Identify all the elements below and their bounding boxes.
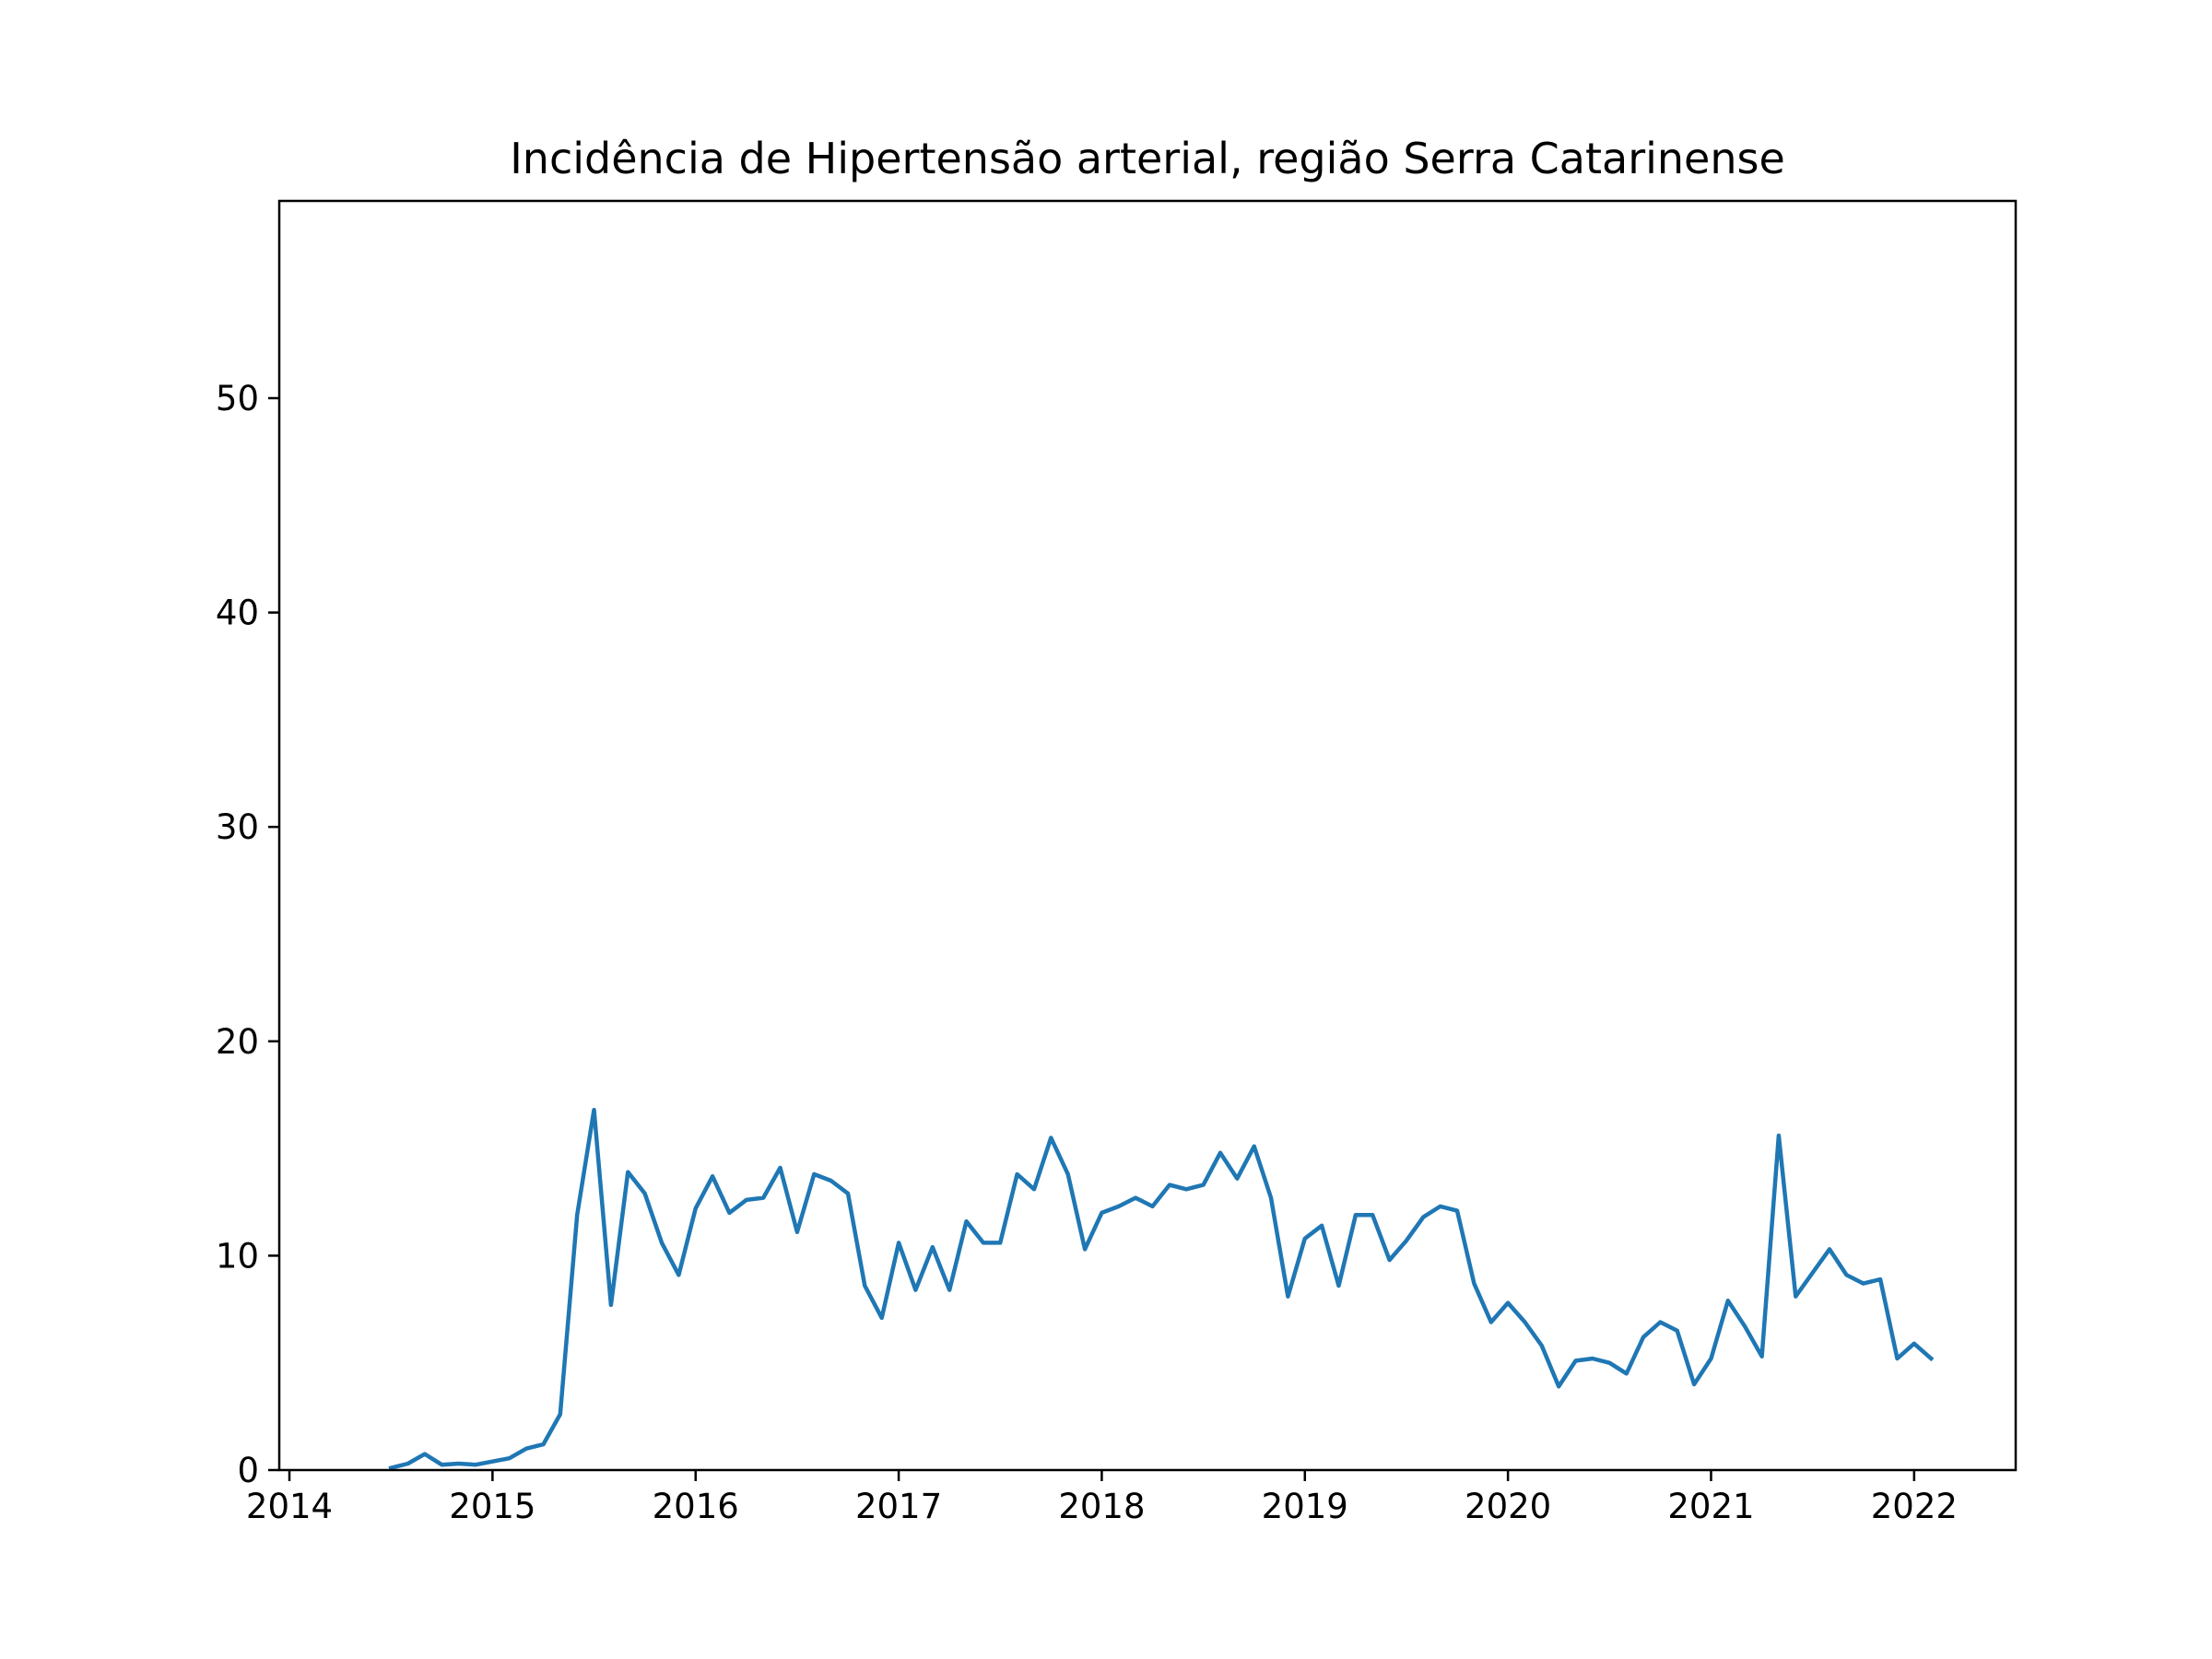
series-line — [388, 1107, 1935, 1471]
y-tick-label: 10 — [216, 1236, 259, 1276]
y-tick-label: 30 — [216, 807, 259, 847]
y-tick-label: 20 — [216, 1022, 259, 1062]
y-tick-label: 50 — [216, 379, 259, 418]
x-tick-label: 2020 — [1465, 1487, 1551, 1526]
plot-series — [388, 1107, 1935, 1471]
x-axis: 2014 2015 2016 2017 2018 2019 2020 2021 2022 — [246, 1470, 1958, 1526]
x-tick-label: 2015 — [449, 1487, 535, 1526]
x-tick-label: 2017 — [855, 1487, 942, 1526]
chart-title: Incidência de Hipertensão arterial, regi… — [510, 134, 1785, 183]
x-tick-label: 2016 — [653, 1487, 739, 1526]
plot-frame — [277, 199, 2018, 1472]
x-tick-label: 2014 — [246, 1487, 333, 1526]
x-tick-label: 2019 — [1262, 1487, 1348, 1526]
x-tick-label: 2022 — [1871, 1487, 1958, 1526]
x-tick-label: 2021 — [1667, 1487, 1754, 1526]
y-tick-label: 40 — [216, 594, 259, 633]
x-tick-label: 2018 — [1058, 1487, 1145, 1526]
y-tick-label: 0 — [237, 1451, 259, 1490]
y-axis: 0 10 20 30 40 50 — [216, 379, 279, 1490]
